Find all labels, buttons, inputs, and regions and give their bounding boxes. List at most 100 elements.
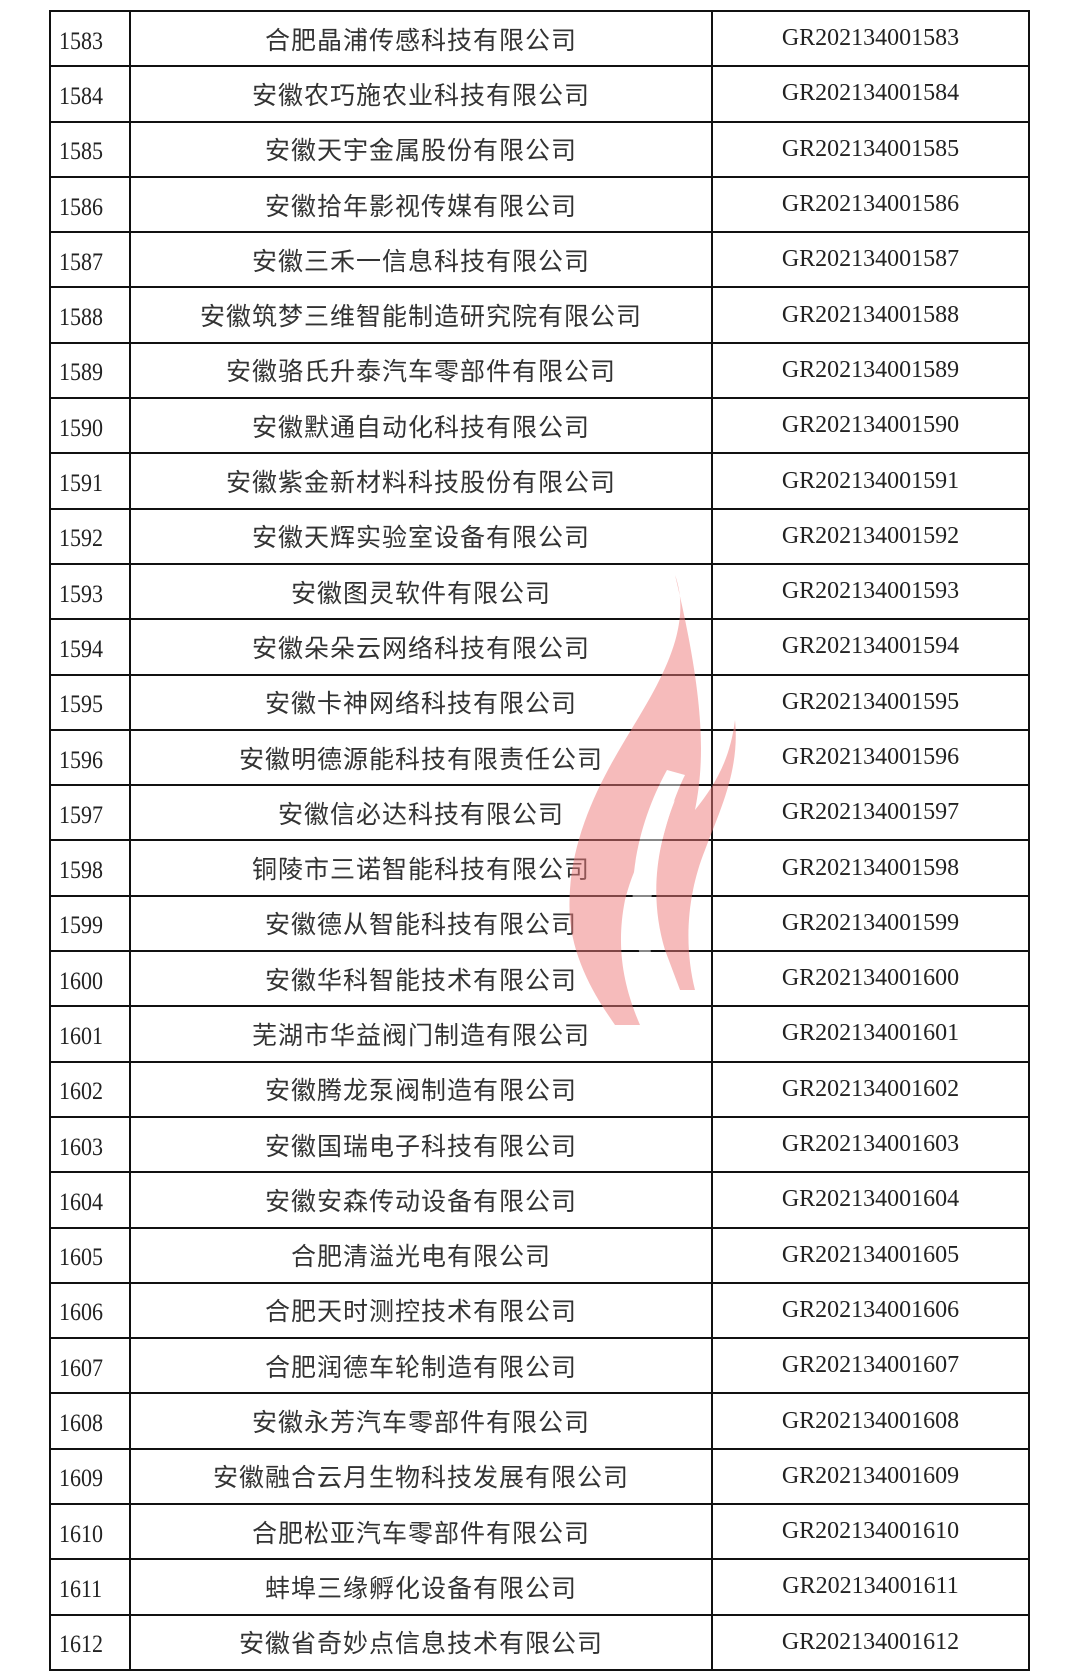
row-number: 1612 xyxy=(59,1631,103,1659)
company-name-cell: 安徽朵朵云网络科技有限公司 xyxy=(129,618,713,676)
row-number-cell: 1592 xyxy=(49,507,131,565)
company-name: 芜湖市华益阀门制造有限公司 xyxy=(251,1022,590,1050)
table-row: 1584 安徽农巧施农业科技有限公司 GR202134001584 xyxy=(49,65,1030,123)
certificate-number: GR202134001599 xyxy=(781,909,960,936)
certificate-number-cell: GR202134001605 xyxy=(711,1226,1030,1284)
company-name: 安徽融合云月生物科技发展有限公司 xyxy=(212,1465,629,1493)
company-name: 安徽信必达科技有限公司 xyxy=(277,801,564,829)
company-name: 铜陵市三诺智能科技有限公司 xyxy=(251,857,590,885)
certificate-number: GR202134001612 xyxy=(781,1628,960,1655)
row-number-cell: 1586 xyxy=(49,175,131,234)
certificate-number-cell: GR202134001609 xyxy=(711,1447,1030,1506)
row-number-cell: 1611 xyxy=(49,1558,131,1616)
certificate-number-cell: GR202134001588 xyxy=(711,286,1030,344)
company-name-cell: 铜陵市三诺智能科技有限公司 xyxy=(129,839,713,897)
table-row: 1606 合肥天时测控技术有限公司 GR202134001606 xyxy=(49,1281,1030,1340)
certificate-number-cell: GR202134001600 xyxy=(711,950,1030,1008)
row-number-cell: 1604 xyxy=(49,1171,131,1229)
certificate-number-cell: GR202134001602 xyxy=(711,1060,1030,1118)
row-number: 1597 xyxy=(59,801,103,829)
certificate-number-cell: GR202134001593 xyxy=(711,562,1030,621)
row-number-cell: 1595 xyxy=(49,673,131,731)
certificate-number: GR202134001606 xyxy=(781,1296,960,1323)
company-name-cell: 安徽紫金新材料科技股份有限公司 xyxy=(129,452,713,510)
row-number: 1591 xyxy=(59,470,103,498)
table-row: 1587 安徽三禾一信息科技有限公司 GR202134001587 xyxy=(49,231,1030,289)
row-number: 1587 xyxy=(59,248,103,276)
company-name: 安徽骆氏升泰汽车零部件有限公司 xyxy=(225,359,616,387)
row-number: 1593 xyxy=(59,580,103,608)
table-row: 1607 合肥润德车轮制造有限公司 GR202134001607 xyxy=(49,1337,1030,1395)
table-row: 1583 合肥晶浦传感科技有限公司 GR202134001583 xyxy=(49,9,1030,68)
certificate-number-cell: GR202134001586 xyxy=(711,175,1030,234)
company-name: 合肥润德车轮制造有限公司 xyxy=(264,1354,577,1382)
row-number: 1589 xyxy=(59,359,103,387)
certificate-number-cell: GR202134001603 xyxy=(711,1115,1030,1174)
certificate-number-cell: GR202134001612 xyxy=(711,1613,1030,1671)
row-number: 1583 xyxy=(59,27,103,55)
certificate-number-cell: GR202134001587 xyxy=(711,231,1030,289)
certificate-number-cell: GR202134001585 xyxy=(711,120,1030,178)
table-row: 1611 蚌埠三缘孵化设备有限公司 GR202134001611 xyxy=(49,1558,1030,1616)
table-row: 1609 安徽融合云月生物科技发展有限公司 GR202134001609 xyxy=(49,1447,1030,1506)
company-name-cell: 安徽华科智能技术有限公司 xyxy=(129,950,713,1008)
certificate-number-cell: GR202134001591 xyxy=(711,452,1030,510)
company-name-cell: 合肥晶浦传感科技有限公司 xyxy=(129,9,713,68)
certificate-number: GR202134001583 xyxy=(781,25,960,52)
company-name-cell: 安徽腾龙泵阀制造有限公司 xyxy=(129,1060,713,1118)
certificate-number-cell: GR202134001604 xyxy=(711,1171,1030,1229)
certificate-number-cell: GR202134001583 xyxy=(711,9,1030,68)
row-number: 1603 xyxy=(59,1133,103,1161)
table-row: 1590 安徽默通自动化科技有限公司 GR202134001590 xyxy=(49,397,1030,455)
table-row: 1601 芜湖市华益阀门制造有限公司 GR202134001601 xyxy=(49,1005,1030,1063)
company-name-cell: 合肥清溢光电有限公司 xyxy=(129,1226,713,1284)
certificate-number-cell: GR202134001592 xyxy=(711,507,1030,565)
row-number: 1590 xyxy=(59,414,103,442)
certificate-number: GR202134001591 xyxy=(781,467,960,494)
certificate-number: GR202134001600 xyxy=(781,965,960,992)
certificate-number: GR202134001595 xyxy=(781,688,960,715)
row-number-cell: 1609 xyxy=(49,1447,131,1506)
certificate-number-cell: GR202134001607 xyxy=(711,1337,1030,1395)
row-number: 1594 xyxy=(59,635,103,663)
certificate-number: GR202134001609 xyxy=(781,1462,960,1489)
table-row: 1596 安徽明德源能科技有限责任公司 GR202134001596 xyxy=(49,728,1030,787)
table-row: 1602 安徽腾龙泵阀制造有限公司 GR202134001602 xyxy=(49,1060,1030,1118)
row-number-cell: 1587 xyxy=(49,231,131,289)
company-name: 安徽安森传动设备有限公司 xyxy=(264,1188,577,1216)
certificate-number-cell: GR202134001590 xyxy=(711,397,1030,455)
company-name: 安徽三禾一信息科技有限公司 xyxy=(251,248,590,276)
company-name-cell: 安徽三禾一信息科技有限公司 xyxy=(129,231,713,289)
row-number: 1600 xyxy=(59,967,103,995)
row-number: 1601 xyxy=(59,1022,103,1050)
company-name: 安徽永芳汽车零部件有限公司 xyxy=(251,1410,590,1438)
company-name: 安徽腾龙泵阀制造有限公司 xyxy=(264,1078,577,1106)
company-name: 安徽紫金新材料科技股份有限公司 xyxy=(225,470,616,498)
row-number-cell: 1612 xyxy=(49,1613,131,1671)
company-name: 安徽卡神网络科技有限公司 xyxy=(264,691,577,719)
company-name: 安徽筑梦三维智能制造研究院有限公司 xyxy=(199,304,642,332)
certificate-number: GR202134001590 xyxy=(781,412,960,439)
row-number: 1592 xyxy=(59,525,103,553)
company-name: 安徽华科智能技术有限公司 xyxy=(264,967,577,995)
row-number: 1598 xyxy=(59,857,103,885)
table-row: 1594 安徽朵朵云网络科技有限公司 GR202134001594 xyxy=(49,618,1030,676)
row-number-cell: 1608 xyxy=(49,1392,131,1450)
row-number-cell: 1594 xyxy=(49,618,131,676)
row-number: 1608 xyxy=(59,1410,103,1438)
row-number-cell: 1593 xyxy=(49,562,131,621)
company-name-cell: 安徽安森传动设备有限公司 xyxy=(129,1171,713,1229)
certificate-number: GR202134001598 xyxy=(781,854,960,881)
row-number-cell: 1590 xyxy=(49,397,131,455)
row-number-cell: 1601 xyxy=(49,1005,131,1063)
certificate-number-cell: GR202134001596 xyxy=(711,728,1030,787)
table-row: 1593 安徽图灵软件有限公司 GR202134001593 xyxy=(49,562,1030,621)
company-name: 安徽天辉实验室设备有限公司 xyxy=(251,525,590,553)
table-row: 1600 安徽华科智能技术有限公司 GR202134001600 xyxy=(49,950,1030,1008)
company-name: 合肥天时测控技术有限公司 xyxy=(264,1299,577,1327)
certificate-number-cell: GR202134001584 xyxy=(711,65,1030,123)
certificate-number: GR202134001593 xyxy=(781,578,960,605)
certificate-number: GR202134001584 xyxy=(781,80,960,107)
certificate-number: GR202134001592 xyxy=(781,522,960,549)
row-number-cell: 1591 xyxy=(49,452,131,510)
